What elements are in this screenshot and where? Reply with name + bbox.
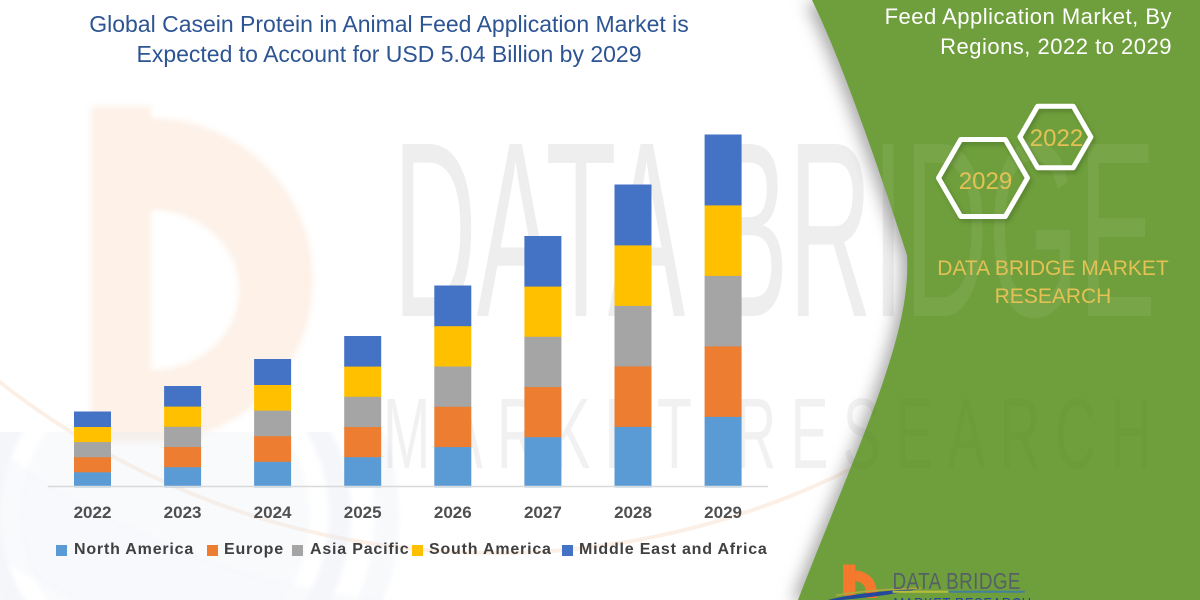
svg-text:MARKET RESEARCH: MARKET RESEARCH (893, 596, 1031, 600)
svg-text:2022: 2022 (1030, 125, 1083, 152)
svg-text:2029: 2029 (959, 168, 1012, 195)
svg-text:DATA BRIDGE: DATA BRIDGE (892, 569, 1020, 594)
